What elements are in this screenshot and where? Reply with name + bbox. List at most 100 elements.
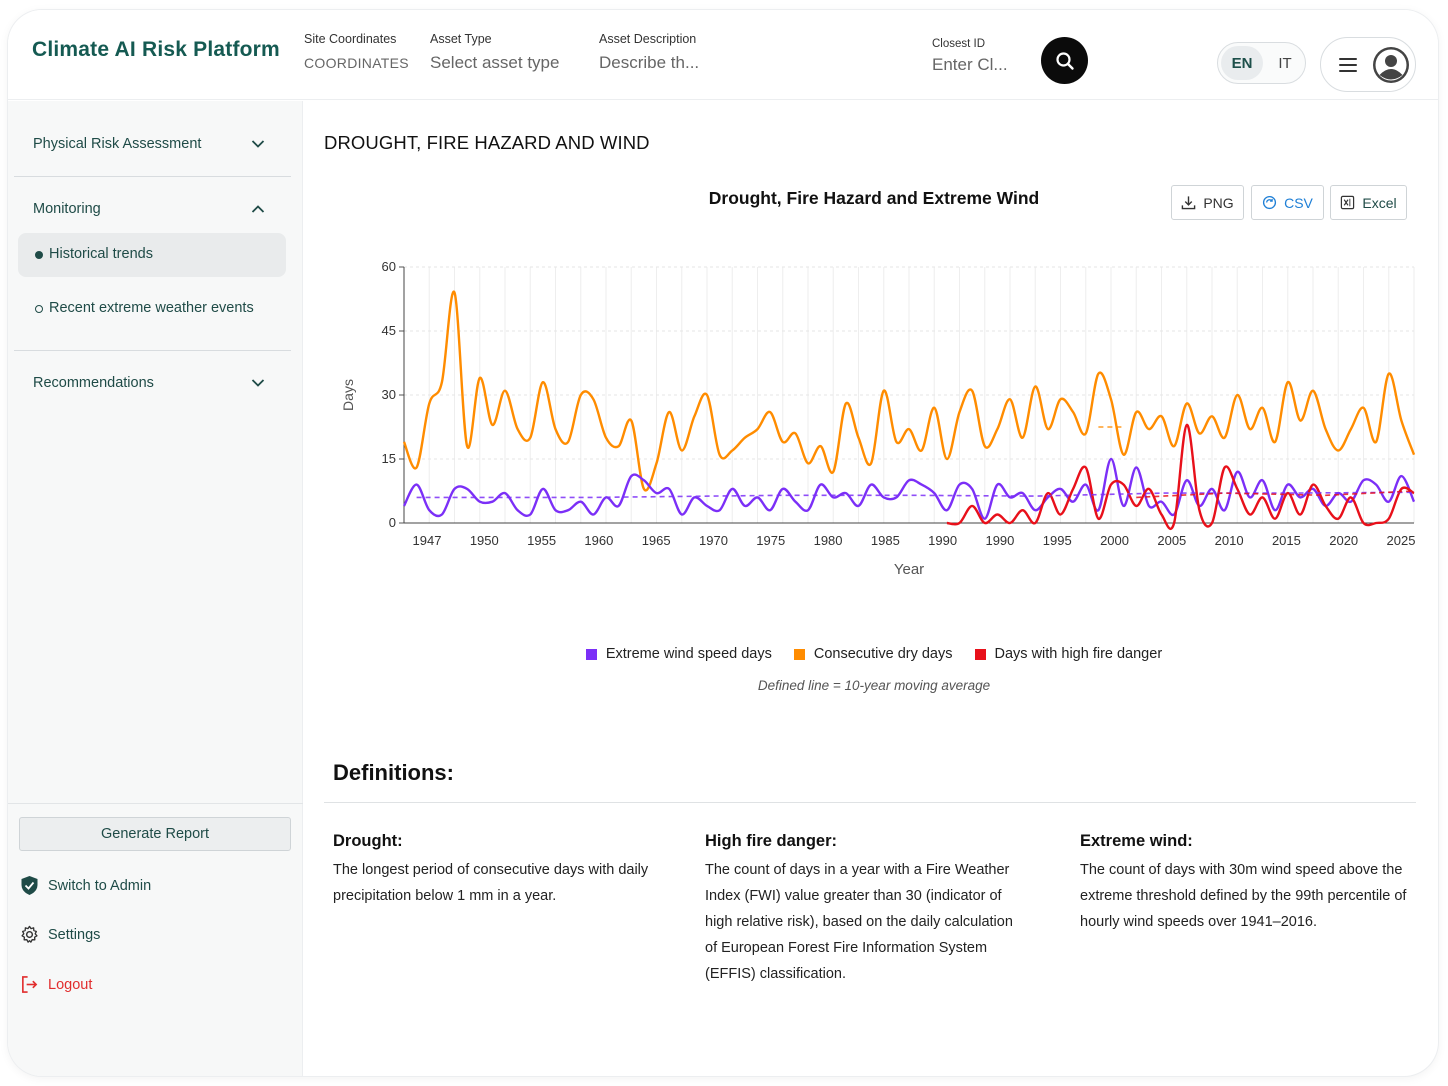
site-coordinates-input[interactable]: COORDINATES (304, 55, 409, 71)
switch-to-admin-link[interactable]: Switch to Admin (20, 875, 151, 896)
nav-historical-trends[interactable]: Historical trends (18, 233, 286, 277)
y-tick-label: 60 (382, 259, 396, 274)
closest-id-field[interactable]: Closest ID Enter Cl... (932, 38, 1008, 75)
x-tick-label: 1975 (756, 533, 785, 548)
y-tick-label: 30 (382, 387, 396, 402)
x-tick-label: 1965 (642, 533, 671, 548)
nav-physical-risk-assessment[interactable]: Physical Risk Assessment (33, 136, 202, 152)
gear-icon (21, 925, 38, 943)
site-coordinates-field[interactable]: Site Coordinates COORDINATES (304, 32, 409, 71)
export-excel-label: Excel (1362, 194, 1397, 211)
x-tick-label: 2005 (1157, 533, 1186, 548)
x-tick-label: 1950 (470, 533, 499, 548)
moving-average-line (1136, 490, 1415, 499)
asset-type-field[interactable]: Asset Type Select asset type (430, 32, 559, 73)
x-tick-label: 1955 (527, 533, 556, 548)
avatar-icon (1373, 47, 1409, 83)
shield-icon (21, 876, 38, 895)
definition-extreme-wind: Extreme wind: The count of days with 30m… (1080, 832, 1410, 935)
chart-note: Defined line = 10-year moving average (757, 678, 991, 693)
y-axis-label: Days (340, 379, 356, 411)
closest-id-label: Closest ID (932, 38, 986, 50)
lang-en-button[interactable]: EN (1221, 46, 1263, 80)
nav-monitoring[interactable]: Monitoring (33, 201, 101, 217)
search-icon (1055, 51, 1074, 70)
y-tick-label: 45 (382, 323, 396, 338)
x-axis-label: Year (894, 561, 924, 578)
lang-it-button[interactable]: IT (1278, 54, 1292, 72)
legend-swatch (793, 648, 805, 660)
nav-historical-trends-label: Historical trends (49, 246, 153, 262)
x-tick-label: 1947 (413, 533, 442, 548)
sidebar: Physical Risk Assessment Monitoring Hist… (8, 101, 303, 1076)
user-menu-button[interactable] (1320, 37, 1416, 92)
legend-swatch (585, 648, 597, 660)
legend-swatch (974, 648, 986, 660)
chevron-up-icon[interactable] (251, 204, 265, 214)
app-window: Climate AI Risk Platform Site Coordinate… (8, 10, 1438, 1076)
download-icon (1182, 196, 1196, 210)
x-tick-label: 2000 (1100, 533, 1129, 548)
top-header: Climate AI Risk Platform Site Coordinate… (8, 10, 1438, 100)
x-tick-label: 1960 (584, 533, 613, 548)
x-tick-label: 1990 (928, 533, 957, 548)
chart-legend: Extreme wind speed days Consecutive dry … (324, 646, 1424, 662)
nav-recommendations[interactable]: Recommendations (33, 375, 154, 391)
definition-text: The count of days in a year with a Fire … (705, 862, 1013, 982)
moving-average-line (416, 491, 1415, 499)
settings-link[interactable]: Settings (20, 925, 100, 944)
sidebar-footer-divider (8, 803, 303, 804)
export-png-label: PNG (1203, 194, 1234, 211)
definition-text: The count of days with 30m wind speed ab… (1080, 862, 1407, 930)
series-line-high-fire-danger[interactable] (946, 423, 1415, 530)
logout-icon (22, 976, 38, 993)
asset-type-label: Asset Type (430, 32, 492, 46)
x-tick-label: 2025 (1387, 533, 1416, 548)
sidebar-divider (14, 176, 291, 177)
legend-item-wind[interactable]: Extreme wind speed days (585, 646, 772, 662)
hamburger-icon (1339, 58, 1357, 72)
chevron-down-icon[interactable] (251, 139, 265, 149)
series-line-extreme-wind[interactable] (402, 457, 1416, 520)
definition-title: High fire danger: (705, 832, 838, 850)
brand-title[interactable]: Climate AI Risk Platform (32, 38, 280, 61)
definitions-divider (324, 802, 1416, 803)
closest-id-input[interactable]: Enter Cl... (932, 55, 1008, 74)
y-tick-label: 0 (389, 515, 396, 530)
legend-label: Consecutive dry days (813, 646, 953, 662)
definitions-title: Definitions: (333, 760, 454, 785)
legend-label: Days with high fire danger (994, 646, 1163, 662)
x-tick-label: 1995 (1043, 533, 1072, 548)
x-tick-label: 1980 (814, 533, 843, 548)
definition-text: The longest period of consecutive days w… (333, 862, 649, 904)
y-tick-label: 15 (382, 451, 396, 466)
x-tick-label: 1990 (985, 533, 1014, 548)
series-line-consecutive-dry-days[interactable] (402, 290, 1416, 492)
switch-to-admin-label: Switch to Admin (48, 877, 152, 894)
definition-title: Extreme wind: (1080, 832, 1193, 850)
export-csv-button[interactable]: CSV (1251, 185, 1324, 220)
legend-item-dry[interactable]: Consecutive dry days (793, 646, 953, 662)
language-switcher: EN IT (1217, 42, 1306, 84)
logout-link[interactable]: Logout (20, 975, 92, 994)
active-dot-icon (35, 251, 43, 259)
csv-file-icon (1263, 195, 1277, 210)
legend-label: Extreme wind speed days (605, 646, 772, 662)
export-png-button[interactable]: PNG (1171, 185, 1244, 220)
inactive-dot-icon (35, 305, 43, 313)
export-excel-button[interactable]: Excel (1330, 185, 1407, 220)
asset-description-field[interactable]: Asset Description Describe th... (599, 32, 699, 73)
definition-drought: Drought: The longest period of consecuti… (333, 832, 663, 909)
x-tick-label: 1970 (699, 533, 728, 548)
asset-description-input[interactable]: Describe th... (599, 53, 700, 72)
site-coordinates-label: Site Coordinates (304, 32, 397, 46)
generate-report-button[interactable]: Generate Report (19, 817, 291, 851)
nav-recent-extreme-weather-events[interactable]: Recent extreme weather events (18, 289, 286, 329)
asset-type-select[interactable]: Select asset type (430, 53, 560, 72)
search-button[interactable] (1041, 37, 1088, 84)
x-tick-label: 1985 (871, 533, 900, 548)
excel-file-icon (1341, 195, 1355, 210)
chevron-down-icon[interactable] (251, 378, 265, 388)
legend-item-fire[interactable]: Days with high fire danger (974, 646, 1163, 662)
definition-fire-danger: High fire danger: The count of days in a… (705, 832, 1020, 987)
